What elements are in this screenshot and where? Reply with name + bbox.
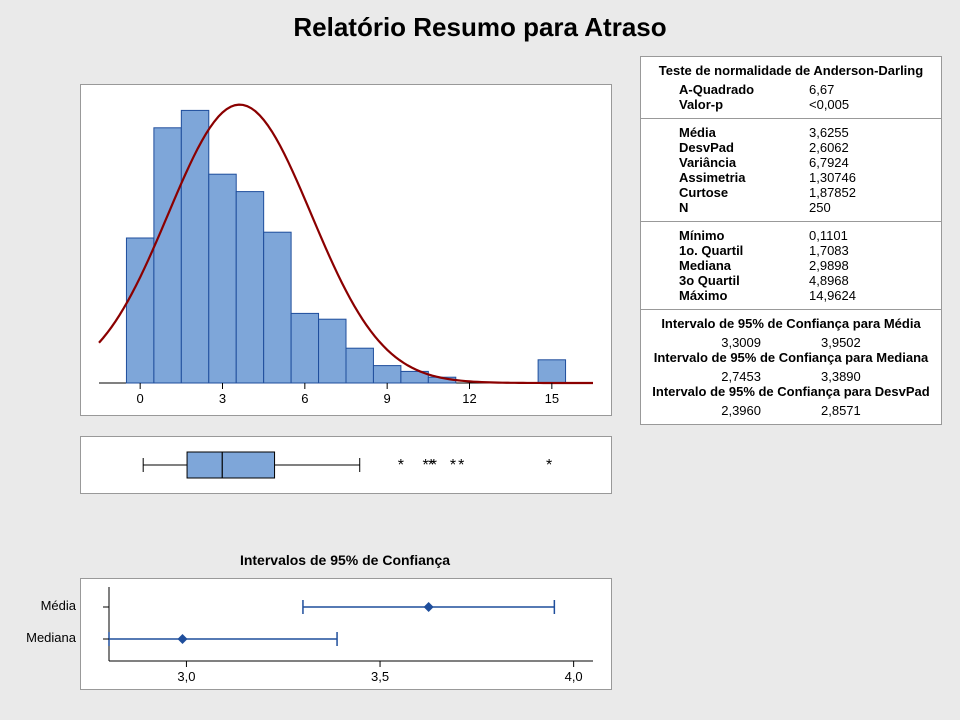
stats-table: Teste de normalidade de Anderson-Darling…: [640, 56, 942, 425]
stats-row: N250: [651, 200, 931, 215]
histogram-xtick: 15: [545, 391, 559, 406]
stats-row: Valor-p<0,005: [651, 97, 931, 112]
stats-row: Média3,6255: [651, 125, 931, 140]
boxplot-chart: *******: [81, 437, 611, 493]
histogram-panel: 0 3 6 9 12 15: [80, 84, 612, 416]
histogram-bar: [373, 366, 400, 383]
stats-row: Máximo14,9624: [651, 288, 931, 303]
histogram-xtick: 0: [137, 391, 144, 406]
histogram-xtick: 9: [384, 391, 391, 406]
ci-xtick: 3,0: [177, 669, 195, 684]
stats-ci-values: 2,74533,3890: [651, 369, 931, 384]
histogram-bar: [181, 110, 208, 383]
stats-row: 3o Quartil4,8968: [651, 273, 931, 288]
histogram-bar: [346, 348, 373, 383]
histogram-chart: 0 3 6 9 12 15: [81, 85, 611, 415]
stats-header: Teste de normalidade de Anderson-Darling: [651, 63, 931, 78]
ci-row-label: Mediana: [10, 630, 76, 645]
boxplot-outlier: *: [458, 457, 464, 474]
ci-plot-title: Intervalos de 95% de Confiança: [80, 552, 610, 568]
boxplot-outlier: *: [450, 457, 456, 474]
stats-ci-header: Intervalo de 95% de Confiança para Média: [651, 316, 931, 331]
boxplot-panel: *******: [80, 436, 612, 494]
stats-row: 1o. Quartil1,7083: [651, 243, 931, 258]
histogram-bar: [538, 360, 565, 383]
histogram-bar: [319, 319, 346, 383]
stats-row: Variância6,7924: [651, 155, 931, 170]
stats-row: A-Quadrado6,67: [651, 82, 931, 97]
histogram-bar: [126, 238, 153, 383]
ci-xtick: 4,0: [565, 669, 583, 684]
histogram-bar: [264, 232, 291, 383]
histogram-bar: [209, 174, 236, 383]
boxplot-outlier: *: [431, 457, 437, 474]
ci-panel: 3,0 3,5 4,0: [80, 578, 612, 690]
ci-row-label: Média: [10, 598, 76, 613]
histogram-bar: [291, 313, 318, 383]
boxplot-outlier: *: [398, 457, 404, 474]
histogram-xtick: 6: [301, 391, 308, 406]
ci-point: [424, 602, 434, 612]
stats-ci-header: Intervalo de 95% de Confiança para Media…: [651, 350, 931, 365]
stats-ci-header: Intervalo de 95% de Confiança para DesvP…: [651, 384, 931, 399]
stats-row: Curtose1,87852: [651, 185, 931, 200]
stats-row: Mediana2,9898: [651, 258, 931, 273]
histogram-bar: [154, 128, 181, 383]
boxplot-outlier: *: [546, 457, 552, 474]
stats-row: DesvPad2,6062: [651, 140, 931, 155]
histogram-xtick: 3: [219, 391, 226, 406]
histogram-xtick: 12: [462, 391, 476, 406]
stats-row: Mínimo0,1101: [651, 228, 931, 243]
ci-xtick: 3,5: [371, 669, 389, 684]
ci-point: [177, 634, 187, 644]
ci-chart: 3,0 3,5 4,0: [81, 579, 611, 689]
stats-ci-values: 2,39602,8571: [651, 403, 931, 418]
stats-ci-values: 3,30093,9502: [651, 335, 931, 350]
stats-row: Assimetria1,30746: [651, 170, 931, 185]
histogram-bar: [236, 192, 263, 383]
page-title: Relatório Resumo para Atraso: [0, 12, 960, 43]
boxplot-box: [187, 452, 275, 478]
